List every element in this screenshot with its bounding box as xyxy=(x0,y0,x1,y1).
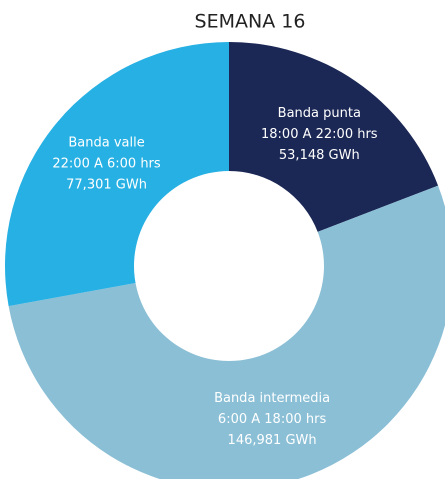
slice-name: Banda punta xyxy=(278,106,361,121)
slice-name: Banda intermedia xyxy=(214,391,330,406)
donut-slice xyxy=(8,185,445,479)
chart-title: SEMANA 16 xyxy=(195,11,306,33)
slice-hours: 18:00 A 22:00 hrs xyxy=(261,127,378,142)
slice-hours: 22:00 A 6:00 hrs xyxy=(52,156,161,171)
slice-value: 146,981 GWh xyxy=(228,433,317,448)
slice-name: Banda valle xyxy=(68,135,144,150)
slice-value: 53,148 GWh xyxy=(279,148,360,163)
slice-hours: 6:00 A 18:00 hrs xyxy=(218,412,327,427)
donut-slice xyxy=(229,42,439,232)
donut-slice xyxy=(4,42,229,307)
slice-value: 77,301 GWh xyxy=(66,177,147,192)
